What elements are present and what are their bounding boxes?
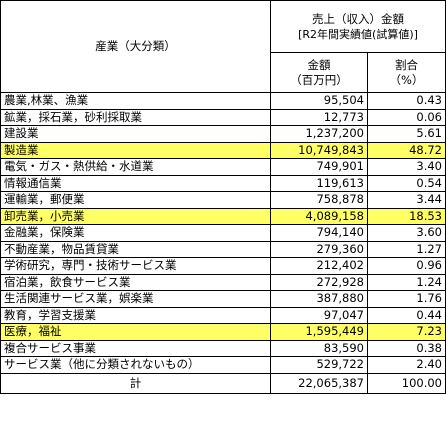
amount-cell: 387,880 bbox=[270, 290, 368, 308]
share-cell: 0.54 bbox=[367, 174, 446, 192]
amount-cell: 272,928 bbox=[270, 273, 368, 291]
amount-label: 金額 bbox=[307, 57, 331, 72]
industry-cell: 学術研究，専門・技術サービス業 bbox=[0, 257, 271, 275]
sales-table: 産業（大分類） 売上（収入）金額 [R2年間実績値(試算値)] 金額 （百万円）… bbox=[0, 0, 446, 394]
table-row: 複合サービス事業 83,590 0.38 bbox=[0, 339, 446, 357]
share-cell: 0.38 bbox=[367, 339, 446, 357]
industry-cell: 情報通信業 bbox=[0, 174, 271, 192]
amount-cell: 119,613 bbox=[270, 174, 368, 192]
amount-header: 金額 （百万円） bbox=[270, 52, 368, 93]
amount-cell: 10,749,843 bbox=[270, 141, 368, 159]
sales-header: 売上（収入）金額 [R2年間実績値(試算値)] bbox=[270, 0, 446, 53]
amount-cell: 212,402 bbox=[270, 257, 368, 275]
industry-cell: 建設業 bbox=[0, 125, 271, 143]
industry-cell: 不動産業，物品賃貸業 bbox=[0, 240, 271, 258]
amount-cell: 794,140 bbox=[270, 224, 368, 242]
amount-cell: 12,773 bbox=[270, 108, 368, 126]
industry-cell: 製造業 bbox=[0, 141, 271, 159]
share-cell: 1.24 bbox=[367, 273, 446, 291]
table-row: 鉱業，採石業，砂利採取業 12,773 0.06 bbox=[0, 108, 446, 126]
amount-cell: 279,360 bbox=[270, 240, 368, 258]
industry-cell: 電気・ガス・熱供給・水道業 bbox=[0, 158, 271, 176]
table-row: 不動産業，物品賃貸業 279,360 1.27 bbox=[0, 240, 446, 258]
table-row: 金融業，保険業 794,140 3.60 bbox=[0, 224, 446, 242]
amount-cell: 1,237,200 bbox=[270, 125, 368, 143]
share-cell: 2.40 bbox=[367, 356, 446, 374]
industry-cell: 運輸業，郵便業 bbox=[0, 191, 271, 209]
amount-cell: 4,089,158 bbox=[270, 207, 368, 225]
industry-cell: 金融業，保険業 bbox=[0, 224, 271, 242]
share-cell: 48.72 bbox=[367, 141, 446, 159]
table-body: 農業,林業、漁業 95,504 0.43 鉱業，採石業，砂利採取業 12,773 0.06… bbox=[0, 92, 446, 394]
share-cell: 18.53 bbox=[367, 207, 446, 225]
amount-cell: 758,878 bbox=[270, 191, 368, 209]
amount-cell: 529,722 bbox=[270, 356, 368, 374]
amount-cell: 97,047 bbox=[270, 306, 368, 324]
industry-cell: 卸売業，小売業 bbox=[0, 207, 271, 225]
amount-cell: 83,590 bbox=[270, 339, 368, 357]
table-row: 農業,林業、漁業 95,504 0.43 bbox=[0, 92, 446, 110]
share-label: 割合 bbox=[395, 57, 418, 72]
share-cell: 7.23 bbox=[367, 323, 446, 341]
table-row: 電気・ガス・熱供給・水道業 749,901 3.40 bbox=[0, 158, 446, 176]
table-row: 卸売業，小売業 4,089,158 18.53 bbox=[0, 207, 446, 225]
share-cell: 0.96 bbox=[367, 257, 446, 275]
industry-cell: 複合サービス事業 bbox=[0, 339, 271, 357]
amount-cell: 749,901 bbox=[270, 158, 368, 176]
share-cell: 1.76 bbox=[367, 290, 446, 308]
total-row: 計 22,065,387 100.00 bbox=[0, 372, 446, 394]
table-row: 製造業 10,749,843 48.72 bbox=[0, 141, 446, 159]
table-row: 生活関連サービス業，娯楽業 387,880 1.76 bbox=[0, 290, 446, 308]
industry-cell: 農業,林業、漁業 bbox=[0, 92, 271, 110]
table-row: 情報通信業 119,613 0.54 bbox=[0, 174, 446, 192]
table-row: サービス業（他に分類されないもの） 529,722 2.40 bbox=[0, 356, 446, 374]
industry-cell: 宿泊業，飲食サービス業 bbox=[0, 273, 271, 291]
amount-cell: 1,595,449 bbox=[270, 323, 368, 341]
amount-unit: （百万円） bbox=[290, 72, 348, 87]
industry-header: 産業（大分類） bbox=[0, 0, 271, 93]
sales-title: 売上（収入）金額 bbox=[312, 11, 404, 26]
industry-cell: 鉱業，採石業，砂利採取業 bbox=[0, 108, 271, 126]
share-cell: 3.44 bbox=[367, 191, 446, 209]
share-cell: 1.27 bbox=[367, 240, 446, 258]
share-cell: 3.40 bbox=[367, 158, 446, 176]
amount-cell: 95,504 bbox=[270, 92, 368, 110]
table-row: 学術研究，専門・技術サービス業 212,402 0.96 bbox=[0, 257, 446, 275]
share-unit: （%） bbox=[389, 72, 424, 87]
table-row: 教育，学習支援業 97,047 0.44 bbox=[0, 306, 446, 324]
table-row: 医療，福祉 1,595,449 7.23 bbox=[0, 323, 446, 341]
share-cell: 0.44 bbox=[367, 306, 446, 324]
share-header: 割合 （%） bbox=[367, 52, 446, 93]
share-cell: 0.43 bbox=[367, 92, 446, 110]
industry-cell: サービス業（他に分類されないもの） bbox=[0, 356, 271, 374]
share-cell: 3.60 bbox=[367, 224, 446, 242]
industry-cell: 計 bbox=[0, 372, 271, 394]
sales-subtitle: [R2年間実績値(試算値)] bbox=[298, 27, 418, 41]
industry-cell: 教育，学習支援業 bbox=[0, 306, 271, 324]
amount-cell: 22,065,387 bbox=[270, 372, 368, 394]
table-row: 運輸業，郵便業 758,878 3.44 bbox=[0, 191, 446, 209]
table-row: 宿泊業，飲食サービス業 272,928 1.24 bbox=[0, 273, 446, 291]
industry-cell: 生活関連サービス業，娯楽業 bbox=[0, 290, 271, 308]
share-cell: 100.00 bbox=[367, 372, 446, 394]
share-cell: 0.06 bbox=[367, 108, 446, 126]
share-cell: 5.61 bbox=[367, 125, 446, 143]
table-row: 建設業 1,237,200 5.61 bbox=[0, 125, 446, 143]
industry-cell: 医療，福祉 bbox=[0, 323, 271, 341]
